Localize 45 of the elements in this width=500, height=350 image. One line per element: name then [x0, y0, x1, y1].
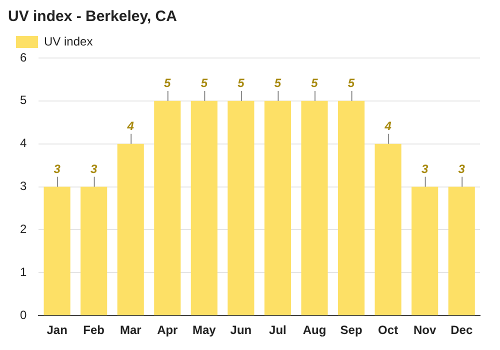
bar — [374, 144, 402, 316]
x-tick-label: May — [192, 323, 216, 338]
chart-title: UV index - Berkeley, CA — [8, 8, 178, 26]
data-label: 4 — [126, 119, 134, 134]
data-label: 3 — [54, 162, 61, 176]
y-tick-label: 5 — [20, 93, 27, 108]
bar — [117, 144, 144, 316]
y-tick-label: 2 — [20, 222, 27, 236]
bar — [412, 186, 438, 316]
data-label: 5 — [311, 76, 318, 90]
x-tick-label: Feb — [83, 323, 105, 338]
x-tick-label: Oct — [378, 323, 398, 338]
data-label: 3 — [90, 162, 98, 176]
x-tick-label: Sep — [340, 323, 362, 338]
bar — [338, 100, 365, 316]
data-label: 5 — [164, 76, 172, 90]
data-label: 5 — [348, 76, 355, 90]
data-label: 4 — [384, 119, 392, 134]
bar — [301, 100, 328, 316]
x-tick-label: Jan — [46, 323, 68, 338]
data-label: 5 — [238, 76, 245, 90]
bar — [154, 100, 181, 316]
data-label: 5 — [274, 76, 282, 90]
x-tick-label: Jun — [230, 323, 252, 338]
data-label: 3 — [458, 162, 466, 176]
x-tick-label: Mar — [120, 323, 142, 338]
x-tick-label: Aug — [302, 323, 326, 338]
x-tick-label: Dec — [450, 323, 473, 338]
bar — [264, 100, 292, 316]
data-label: 5 — [200, 76, 208, 90]
legend-label: UV index — [44, 34, 93, 48]
y-tick-label: 0 — [20, 308, 27, 322]
bar — [448, 186, 475, 316]
bar — [190, 100, 218, 316]
y-tick-label: 6 — [20, 50, 27, 64]
x-tick-label: Nov — [414, 323, 436, 338]
bar — [44, 186, 70, 316]
x-tick-label: Apr — [157, 323, 178, 338]
y-tick-label: 3 — [20, 179, 27, 194]
y-tick-label: 4 — [20, 136, 27, 150]
bar — [80, 186, 108, 316]
x-tick-label: Jul — [269, 323, 286, 338]
bar — [228, 100, 254, 316]
data-label: 3 — [421, 162, 428, 176]
y-tick-label: 1 — [20, 264, 27, 279]
